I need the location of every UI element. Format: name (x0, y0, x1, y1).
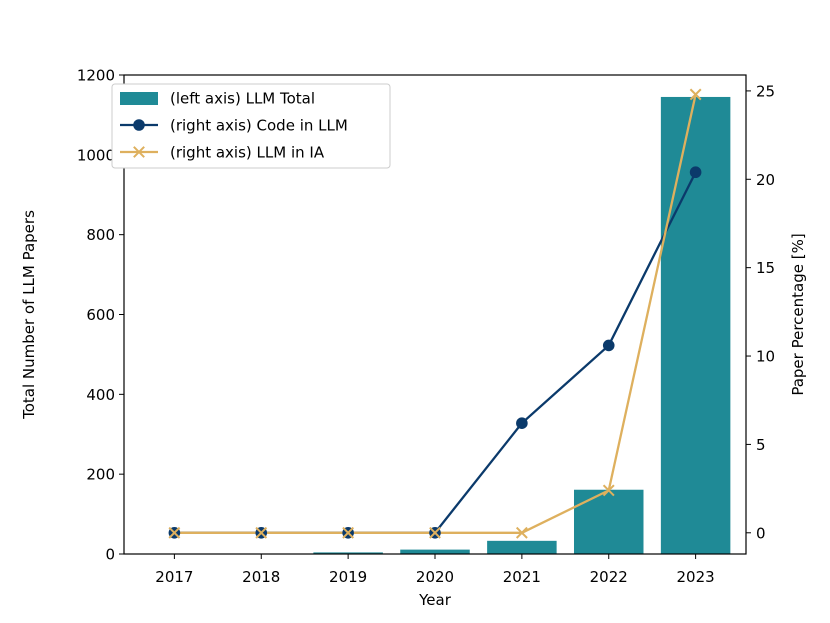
x-tick-label-2020: 2020 (416, 568, 454, 586)
y-left-tick-label-800: 800 (86, 226, 115, 244)
x-tick-label-2019: 2019 (329, 568, 367, 586)
y-right-tick-label-10: 10 (756, 348, 775, 366)
x-tick-label-2021: 2021 (503, 568, 541, 586)
y-right-tick-label-25: 25 (756, 82, 775, 100)
y-right-tick-label-20: 20 (756, 171, 775, 189)
legend: (left axis) LLM Total (right axis) Code … (111, 83, 391, 169)
x-axis-label: Year (418, 591, 452, 609)
legend-label-llm-total: (left axis) LLM Total (170, 90, 315, 108)
bar-2019 (313, 552, 383, 554)
legend-swatch-code-in-llm (120, 119, 158, 131)
x-tick-label-2017: 2017 (155, 568, 193, 586)
y-left-tick-label-1200: 1200 (77, 67, 115, 85)
y-left-tick-label-0: 0 (105, 546, 115, 564)
bar-2021 (487, 540, 557, 554)
bar-2023 (660, 96, 731, 555)
y-left-tick-label-600: 600 (86, 306, 115, 324)
series-0-point-2023 (689, 166, 702, 179)
bar-2022 (573, 489, 644, 554)
y-axis-right-label: Paper Percentage [%] (789, 233, 807, 395)
x-tick-label-2022: 2022 (590, 568, 628, 586)
x-tick-label-2023: 2023 (677, 568, 715, 586)
legend-swatch-llm-total (120, 92, 158, 105)
series-1-point-2022 (602, 484, 615, 497)
series-1-point-2023 (689, 88, 702, 101)
y-left-tick-label-200: 200 (86, 466, 115, 484)
y-axis-left: 0 200 400 600 800 1000 1200 (77, 67, 124, 564)
series-1-point-2019 (342, 526, 355, 539)
series-1-point-2021 (515, 526, 528, 539)
y-axis-left-label: Total Number of LLM Papers (20, 210, 38, 420)
y-left-tick-label-1000: 1000 (77, 146, 115, 164)
x-tick-label-2018: 2018 (242, 568, 280, 586)
legend-swatch-marker-0 (133, 119, 145, 131)
series-0-point-2021 (516, 417, 528, 430)
series-line-0 (174, 171, 697, 534)
series-1-point-2018 (255, 526, 268, 539)
series-1-point-2020 (429, 526, 441, 539)
series-0-point-2022 (602, 339, 615, 352)
legend-swatch-marker-1 (133, 146, 145, 158)
y-axis-right: 0 5 10 15 20 25 (746, 82, 775, 542)
legend-swatch-llm-in-ia (120, 146, 158, 158)
y-right-tick-label-0: 0 (756, 524, 766, 542)
legend-box (111, 83, 391, 169)
x-axis: 2017 2018 2019 2020 2021 2022 2023 (155, 554, 715, 586)
y-right-tick-label-15: 15 (756, 259, 775, 277)
lines-layer (168, 88, 702, 539)
series-1-point-2017 (168, 526, 181, 539)
y-left-tick-label-400: 400 (86, 386, 115, 404)
legend-label-code-in-llm: (right axis) Code in LLM (170, 117, 348, 135)
legend-label-llm-in-ia: (right axis) LLM in IA (170, 144, 325, 162)
bar-2020 (400, 549, 470, 554)
y-right-tick-label-5: 5 (756, 436, 766, 454)
